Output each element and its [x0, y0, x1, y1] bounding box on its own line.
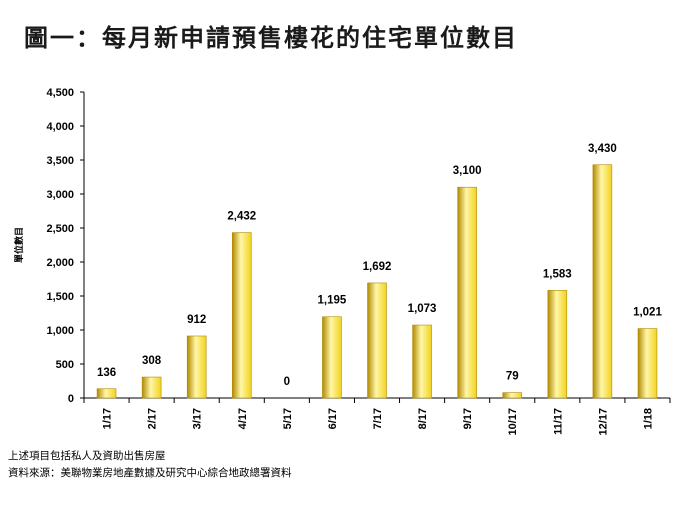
y-tick-label: 3,000 — [46, 189, 74, 201]
bar — [592, 164, 613, 399]
data-label: 2,432 — [227, 211, 256, 223]
x-tick-label: 1/17 — [102, 408, 114, 429]
x-tick-label: 2/17 — [147, 408, 159, 429]
y-tick-label: 2,000 — [46, 257, 74, 269]
x-tick-label: 12/17 — [597, 408, 609, 436]
data-label: 1,692 — [363, 261, 392, 273]
y-tick-label: 1,500 — [46, 291, 74, 303]
x-tick-label: 5/17 — [282, 408, 294, 429]
note-source: 資料來源：美聯物業房地產數據及研究中心綜合地政總署資料 — [8, 467, 292, 479]
y-tick-label: 0 — [68, 393, 74, 405]
x-tick-label: 3/17 — [192, 408, 204, 429]
y-tick-label: 2,500 — [46, 223, 74, 235]
bar — [637, 328, 658, 399]
y-tick-label: 4,500 — [46, 87, 74, 99]
x-tick-label: 4/17 — [237, 408, 249, 429]
data-label: 3,100 — [453, 165, 482, 177]
y-tick-label: 1,000 — [46, 325, 74, 337]
chart-notes: 上述項目包括私人及資助出售房屋 資料來源：美聯物業房地產數據及研究中心綜合地政總… — [8, 448, 292, 482]
data-label: 3,430 — [588, 143, 617, 155]
x-tick-label: 9/17 — [462, 408, 474, 429]
y-tick-label: 4,000 — [46, 121, 74, 133]
x-tick-label: 8/17 — [417, 408, 429, 429]
bar — [232, 232, 252, 399]
x-tick-label: 1/18 — [642, 408, 654, 429]
data-label: 1,021 — [633, 307, 662, 319]
bar — [96, 388, 117, 399]
x-tick-label: 6/17 — [327, 408, 339, 429]
data-label: 1,583 — [543, 268, 572, 280]
x-tick-label: 7/17 — [372, 408, 384, 429]
y-axis-label: 單位數目 — [13, 227, 25, 263]
bar — [547, 290, 568, 399]
data-label: 136 — [97, 367, 116, 379]
chart-axes: 0 500 1,000 1,500 2,000 2,500 3,000 3,500 4,000 4… — [46, 87, 671, 405]
data-label: 912 — [187, 314, 206, 326]
chart-title: 圖一：每月新申請預售樓花的住宅單位數目 — [24, 24, 518, 52]
bar — [141, 376, 162, 399]
data-label: 1,073 — [408, 303, 437, 315]
bar — [322, 316, 342, 399]
y-tick-label: 500 — [56, 359, 74, 371]
data-label: 308 — [142, 355, 162, 367]
y-tick-label: 3,500 — [46, 155, 74, 167]
bar — [367, 282, 387, 399]
data-label: 79 — [506, 371, 519, 383]
bar — [457, 186, 477, 399]
data-label: 1,195 — [318, 295, 347, 307]
chart-bars — [96, 164, 658, 399]
bar — [186, 335, 207, 399]
x-tick-label: 11/17 — [552, 408, 564, 435]
x-tick-label: 10/17 — [507, 408, 519, 436]
data-label: 0 — [284, 376, 290, 388]
chart-labels: 136 1/17 308 2/17 912 3/17 2,432 4/17 0 5/17 1,195… — [97, 143, 663, 436]
bar — [412, 324, 432, 399]
note-scope: 上述項目包括私人及資助出售房屋 — [8, 450, 166, 462]
bar — [502, 392, 522, 399]
